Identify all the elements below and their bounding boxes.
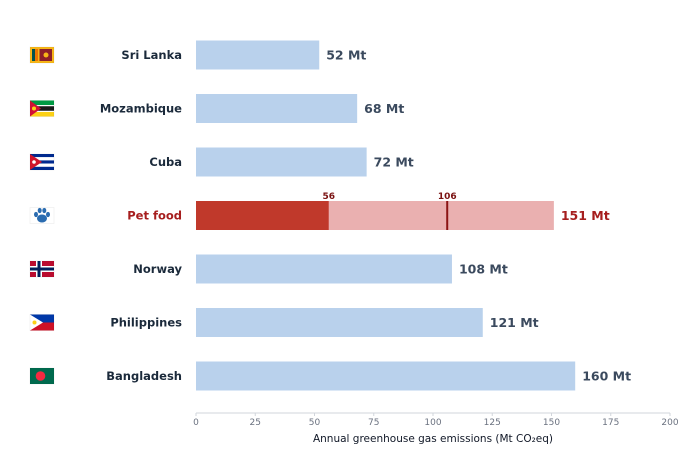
bars-layer: Sri Lanka 52 Mt Mozambique 68 Mt Cuba 72 Mt Pe… <box>29 40 631 391</box>
bar <box>196 147 367 177</box>
category-label: Sri Lanka <box>121 48 182 62</box>
x-tick-label: 175 <box>602 418 619 428</box>
x-tick-label: 100 <box>424 418 441 428</box>
category-label: Bangladesh <box>106 369 182 383</box>
segment-value-label: 56 <box>322 192 335 202</box>
category-label: Cuba <box>149 155 182 169</box>
bar <box>196 254 452 284</box>
x-axis: 0 25 50 75 100 125 150 175 200 <box>193 412 679 428</box>
x-tick-label: 200 <box>661 418 678 428</box>
x-tick-label: 125 <box>484 418 501 428</box>
category-label: Norway <box>133 262 182 276</box>
norway-flag-icon <box>29 260 55 278</box>
value-label: 52 Mt <box>326 48 366 63</box>
x-tick-label: 0 <box>193 418 199 428</box>
category-label: Pet food <box>127 209 182 223</box>
bar <box>196 94 358 123</box>
bar <box>196 361 576 391</box>
sri-lanka-flag-icon <box>29 46 55 64</box>
value-label: 151 Mt <box>561 208 610 223</box>
x-tick-label: 75 <box>368 418 379 428</box>
category-label: Mozambique <box>100 102 182 116</box>
philippines-flag-icon <box>29 314 55 331</box>
bar-row-pet-food: Pet food 56 106 151 Mt <box>29 192 610 230</box>
bar <box>196 40 320 70</box>
bar-row-mozambique: Mozambique 68 Mt <box>29 94 404 123</box>
bar-row-cuba: Cuba 72 Mt <box>29 147 414 177</box>
paw-print-icon <box>29 207 55 224</box>
bar <box>196 308 483 337</box>
bangladesh-flag-icon <box>29 367 55 385</box>
marker-value-label: 106 <box>438 192 457 202</box>
bar-row-sri-lanka: Sri Lanka 52 Mt <box>29 40 366 70</box>
bar-row-bangladesh: Bangladesh 160 Mt <box>29 361 631 391</box>
x-tick-label: 25 <box>250 418 261 428</box>
x-tick-label: 150 <box>543 418 560 428</box>
bar-row-philippines: Philippines 121 Mt <box>29 308 539 337</box>
mozambique-flag-icon <box>29 100 55 117</box>
x-tick-label: 50 <box>309 418 321 428</box>
value-label: 160 Mt <box>582 369 631 384</box>
x-axis-title: Annual greenhouse gas emissions (Mt CO₂e… <box>313 433 553 445</box>
value-label: 72 Mt <box>374 155 414 170</box>
value-label: 68 Mt <box>364 101 404 116</box>
value-label: 108 Mt <box>459 262 508 277</box>
value-label: 121 Mt <box>490 315 539 330</box>
bar-highlight-segment <box>196 201 329 230</box>
category-label: Philippines <box>110 316 182 330</box>
cuba-flag-icon <box>29 153 55 171</box>
bar-row-norway: Norway 108 Mt <box>29 254 508 284</box>
